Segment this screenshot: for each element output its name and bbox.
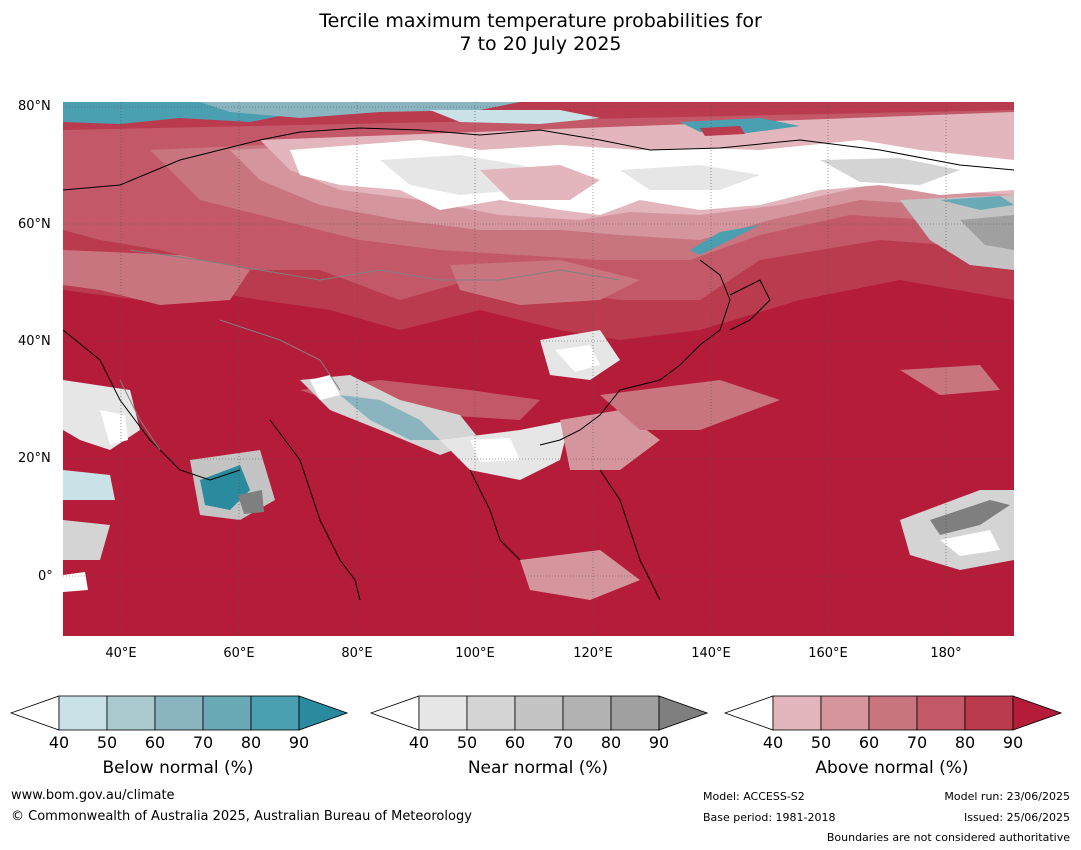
far-east-near-normal [900,195,1014,270]
lon-label-60e: 60°E [223,646,255,661]
colorbar-min-extend [723,695,774,731]
africa-weak-signal [63,572,88,592]
colorbar-max-extend [1012,695,1062,731]
model-run-text: Model run: 23/06/2025 [944,790,1070,803]
colorbar-tick-label: 60 [858,733,880,752]
colorbar-tick-label: 70 [552,733,574,752]
coastlines [63,127,1014,601]
issued-text: Issued: 25/06/2025 [963,811,1070,824]
colorbar-bin [610,695,660,731]
colorbar-bin [418,695,468,731]
colorbar-bin [154,695,204,731]
lat-label-80n: 80°N [18,99,51,114]
colorbar-bin [466,695,516,731]
horn-africa-below-normal [200,465,250,510]
colorbar-min-extend [369,695,420,731]
colorbar-above-normal [723,695,1062,731]
siberia-near-normal-3 [820,158,960,185]
ganges-below-normal [340,395,440,440]
colorbar-bin [964,695,1014,731]
colorbar-bin [202,695,252,731]
colorbar-above-normal-title: Above normal (%) [815,758,969,778]
himalaya-weak-signal [310,375,340,400]
pacific-east-weak-signal [940,530,1000,556]
colorbar-bin [772,695,822,731]
west-pacific-above-60 [600,380,780,430]
maritime-above-50 [520,550,640,600]
colorbar-tick-label: 80 [600,733,622,752]
pacific-mid-above-60 [900,365,1000,395]
colorbar-near-normal [369,695,708,731]
lat-label-20n: 20°N [18,451,51,466]
colorbar-tick-label: 70 [192,733,214,752]
title-line-1: Tercile maximum temperature probabilitie… [319,10,762,32]
colorbar-bin [562,695,612,731]
lat-label-40n: 40°N [18,334,51,349]
colorbar-min-extend [9,695,60,731]
pacific-east-dark-grey [930,500,1010,535]
colorbar-tick-label: 60 [144,733,166,752]
colorbar-below-normal-title: Below normal (%) [102,758,254,778]
mongolia-above-60 [450,260,640,305]
horn-africa-dark-grey [238,490,264,514]
colorbar-tick-label: 90 [1002,733,1024,752]
colorbar-below-normal [9,695,348,731]
red-sea-weak-signal [100,410,128,445]
chart-title: Tercile maximum temperature probabilitie… [0,10,1081,56]
colorbar-near-normal-title: Near normal (%) [467,758,609,778]
colorbar-tick-label: 80 [240,733,262,752]
lat-label-0: 0° [38,569,53,584]
arctic-below-normal-pale [430,110,600,124]
lon-label-140e: 140°E [691,646,731,661]
china-weak-signal [555,345,600,372]
copyright-text: © Commonwealth of Australia 2025, Austra… [11,809,472,824]
colorbar-tick-label: 90 [288,733,310,752]
colorbar-tick-label: 90 [648,733,670,752]
colorbar-max-extend [298,695,348,731]
colorbar-tick-label: 70 [906,733,928,752]
colorbar-bin [868,695,918,731]
okhotsk-below-normal [690,225,760,255]
gridlines [63,102,1014,636]
colorbar-bin [106,695,156,731]
colorbar-tick-label: 60 [504,733,526,752]
lon-label-120e: 120°E [573,646,613,661]
kazakhstan-above-60 [63,250,250,305]
colorbar-bin [916,695,966,731]
lon-label-160e: 160°E [808,646,848,661]
colorbar-bin [250,695,300,731]
boundaries-note: Boundaries are not considered authoritat… [826,831,1070,844]
southeast-asia-weak-signal [470,438,520,462]
website-link[interactable]: www.bom.gov.au/climate [11,788,175,803]
far-east-near-normal-2 [960,215,1014,250]
lon-label-80e: 80°E [341,646,373,661]
lon-label-180: 180° [930,646,962,661]
africa-below-normal-pale [63,470,115,500]
siberia-above-normal-patch [480,165,600,200]
colorbar-bin [58,695,108,731]
east-siberia-below-normal [940,196,1014,210]
lon-label-100e: 100°E [455,646,495,661]
lat-label-60n: 60°N [18,217,51,232]
colorbar-tick-label: 40 [48,733,70,752]
colorbar-tick-label: 40 [762,733,784,752]
colorbar-tick-label: 50 [96,733,118,752]
colorbar-tick-label: 50 [456,733,478,752]
lon-label-40e: 40°E [105,646,137,661]
siberia-near-normal-2 [620,165,760,190]
laptev-above-normal [700,126,745,136]
colorbar-bin [514,695,564,731]
model-text: Model: ACCESS-S2 [703,790,805,803]
colorbar-tick-label: 80 [954,733,976,752]
title-line-2: 7 to 20 July 2025 [459,33,622,55]
colorbar-tick-label: 50 [810,733,832,752]
map-panel [63,102,1014,636]
arctic-below-normal-light [200,102,520,118]
colorbar-bin [820,695,870,731]
colorbar-tick-label: 40 [408,733,430,752]
country-boundaries [119,249,621,451]
colorbar-max-extend [658,695,708,731]
africa-near-normal [63,520,110,560]
base-period-text: Base period: 1981-2018 [703,811,836,824]
